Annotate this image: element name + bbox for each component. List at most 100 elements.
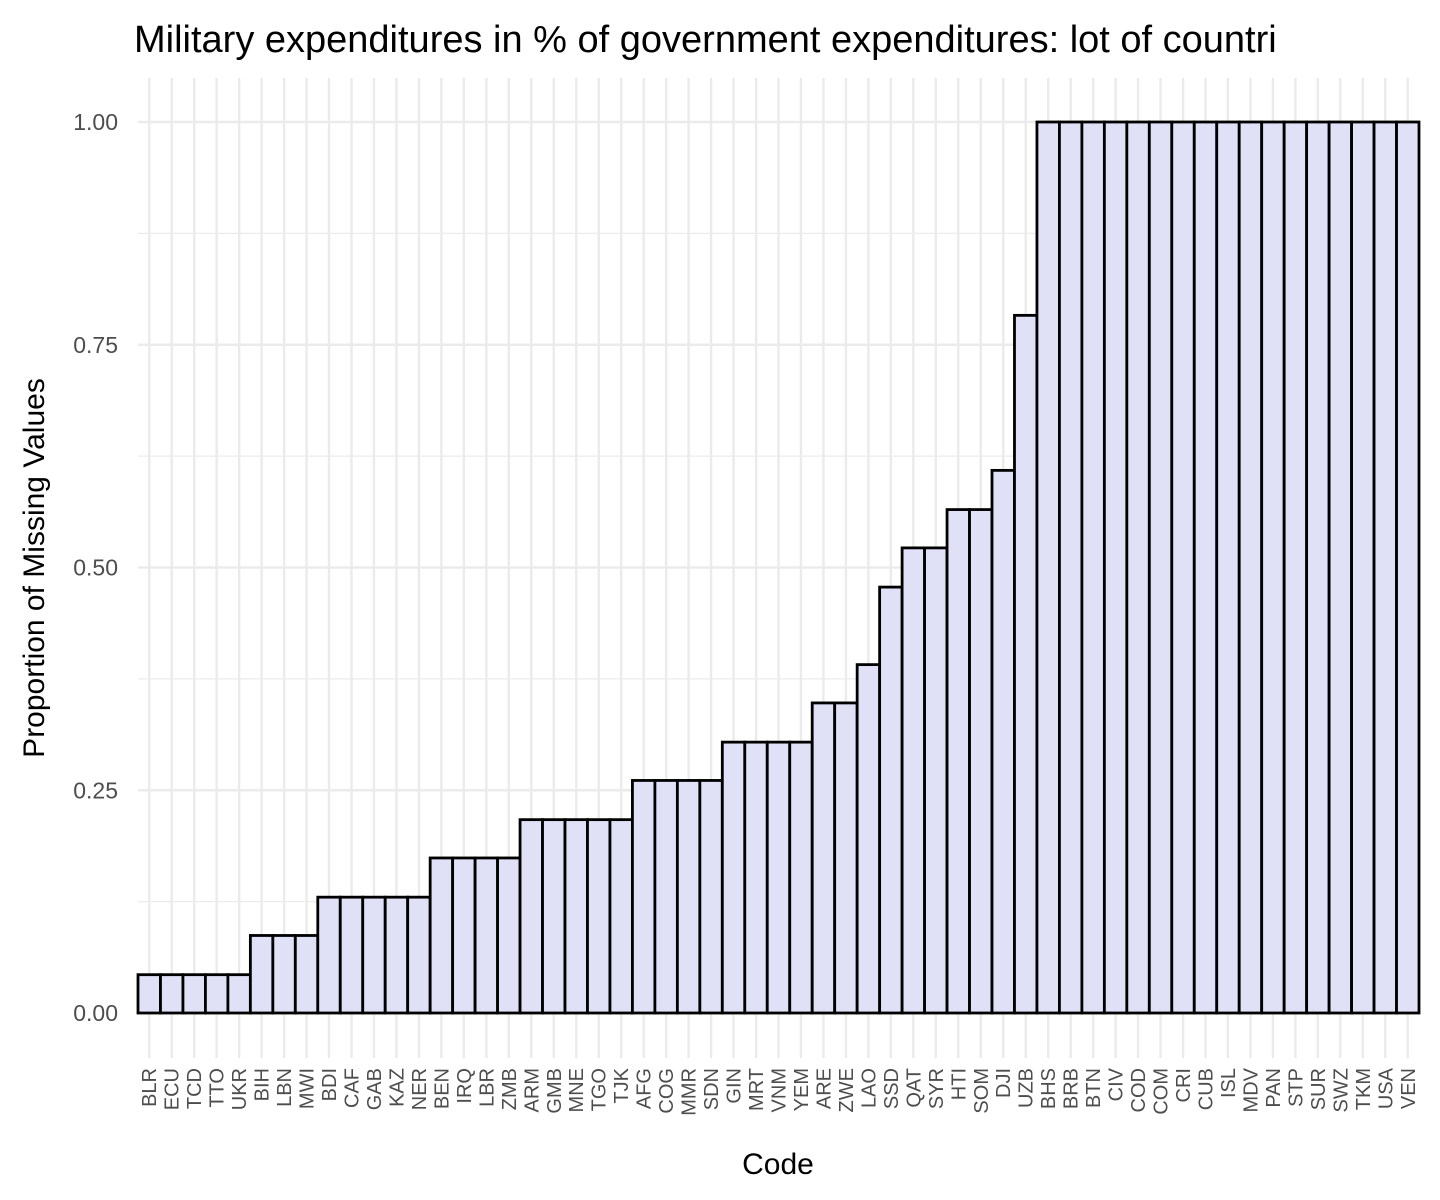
x-tick-label: GIN — [724, 1068, 746, 1104]
x-axis-title: Code — [742, 1148, 814, 1181]
bar-lao — [855, 663, 882, 1015]
x-tick-label: UKR — [229, 1068, 251, 1110]
bar-brb — [1058, 120, 1084, 1015]
bar-som — [968, 508, 994, 1015]
x-tick-label: BEN — [431, 1068, 453, 1109]
x-tick-label: BTN — [1083, 1068, 1105, 1108]
x-tick-label: ARM — [521, 1068, 543, 1112]
x-tick-label: BIH — [252, 1068, 274, 1101]
bar-lbn — [271, 934, 297, 1015]
x-tick-label: ARE — [813, 1068, 835, 1109]
bar-civ — [1102, 120, 1129, 1015]
bar-stp — [1282, 120, 1309, 1015]
x-tick-label: ZMB — [499, 1068, 521, 1110]
bar-usa — [1372, 120, 1398, 1015]
y-axis-title: Proportion of Missing Values — [18, 378, 51, 758]
bar-swz — [1327, 120, 1353, 1015]
bar-mrt — [743, 740, 769, 1015]
bar-lbr — [473, 856, 499, 1015]
bar-gin — [720, 740, 747, 1015]
x-tick-label: VEN — [1398, 1068, 1420, 1109]
bar-tkm — [1350, 120, 1376, 1015]
bar-zwe — [833, 701, 859, 1015]
x-tick-label: TCD — [184, 1068, 206, 1109]
y-tick-label: 0.00 — [73, 1000, 118, 1026]
bar-gab — [361, 895, 387, 1015]
x-tick-label: COM — [1151, 1068, 1173, 1115]
x-tick-label: YEM — [791, 1068, 813, 1111]
x-tick-label: SWZ — [1330, 1068, 1352, 1112]
bar-ssd — [878, 585, 904, 1015]
bar-yem — [788, 740, 814, 1015]
bar-vnm — [765, 740, 792, 1015]
bar-tgo — [586, 818, 612, 1015]
bar-irq — [451, 856, 477, 1015]
bar-syr — [923, 546, 949, 1015]
x-tick-label: BRB — [1061, 1068, 1083, 1109]
x-tick-label: NER — [409, 1068, 431, 1110]
x-tick-label: AFG — [634, 1068, 656, 1109]
bar-sur — [1305, 120, 1331, 1015]
x-tick-label: ISL — [1218, 1068, 1240, 1098]
x-tick-label: STP — [1285, 1068, 1307, 1107]
x-tick-label: QAT — [903, 1068, 925, 1108]
x-tick-label: TJK — [611, 1067, 633, 1103]
x-tick-label: VNM — [769, 1068, 791, 1112]
x-tick-label: KAZ — [386, 1068, 408, 1107]
bar-bhs — [1035, 120, 1061, 1015]
bar-mne — [563, 818, 589, 1015]
y-tick-label: 0.75 — [73, 332, 118, 358]
x-tick-label: HTI — [948, 1068, 970, 1100]
x-tick-label: CRI — [1173, 1068, 1195, 1102]
bar-btn — [1080, 120, 1106, 1015]
bar-isl — [1215, 120, 1241, 1015]
bar-mdv — [1237, 120, 1264, 1015]
x-tick-label: IRQ — [454, 1068, 476, 1104]
bar-mwi — [293, 934, 320, 1015]
bar-ner — [406, 895, 432, 1015]
bar-are — [810, 701, 837, 1015]
bar-bdi — [316, 895, 342, 1015]
bar-com — [1147, 120, 1174, 1015]
x-tick-label: COG — [656, 1068, 678, 1114]
x-tick-label: USA — [1375, 1067, 1397, 1109]
x-tick-label: TKM — [1353, 1068, 1375, 1110]
bars — [136, 120, 1421, 1015]
x-tick-label: MRT — [746, 1068, 768, 1111]
bar-sdn — [698, 779, 724, 1015]
bar-ben — [428, 856, 455, 1015]
x-tick-label: SSD — [881, 1068, 903, 1109]
bar-kaz — [383, 895, 410, 1015]
bar-caf — [338, 895, 365, 1015]
bar-cod — [1125, 120, 1151, 1015]
x-tick-label: BDI — [319, 1068, 341, 1101]
bar-mmr — [675, 779, 702, 1015]
x-tick-label: MMR — [679, 1068, 701, 1116]
x-tick-label: SUR — [1308, 1068, 1330, 1110]
bar-afg — [631, 779, 657, 1015]
x-tick-label: SOM — [971, 1068, 993, 1114]
x-tick-label: GMB — [544, 1068, 566, 1114]
x-tick-label: GAB — [364, 1068, 386, 1110]
bar-tto — [204, 973, 230, 1015]
x-tick-label: DJI — [993, 1068, 1015, 1098]
x-tick-label: CAF — [342, 1068, 364, 1108]
x-tick-label: LBR — [476, 1068, 498, 1107]
y-axis-ticks: 0.00 0.25 0.50 0.75 1.00 — [73, 109, 118, 1026]
x-tick-label: SDN — [701, 1068, 723, 1110]
y-tick-label: 0.25 — [73, 777, 118, 803]
x-tick-label: UZB — [1016, 1068, 1038, 1108]
bar-dji — [990, 468, 1016, 1015]
x-tick-label: CUB — [1196, 1068, 1218, 1110]
bar-pan — [1260, 120, 1286, 1015]
x-tick-label: ECU — [162, 1068, 184, 1110]
bar-tjk — [608, 818, 634, 1015]
x-tick-label: PAN — [1263, 1068, 1285, 1108]
x-tick-label: ZWE — [836, 1068, 858, 1112]
x-tick-label: BLR — [139, 1068, 161, 1107]
bar-uzb — [1013, 313, 1039, 1015]
x-tick-label: COD — [1128, 1068, 1150, 1112]
bar-blr — [136, 973, 162, 1015]
